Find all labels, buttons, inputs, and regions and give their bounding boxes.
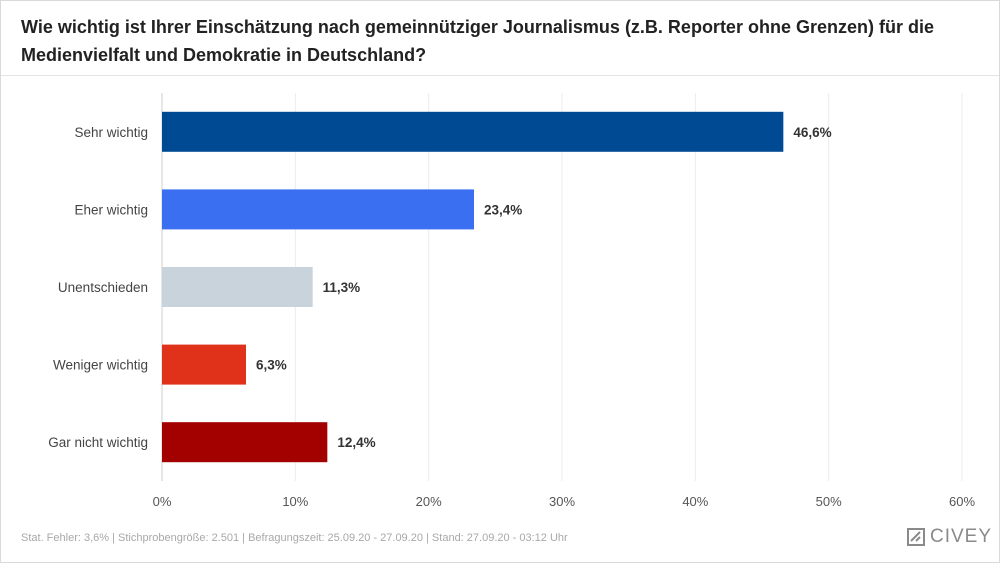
- bar: [162, 111, 784, 152]
- category-label: Gar nicht wichtig: [48, 435, 148, 450]
- bar: [162, 422, 328, 463]
- civey-logo-icon: [907, 528, 925, 546]
- chart-title: Wie wichtig ist Ihrer Einschätzung nach …: [21, 17, 934, 65]
- category-label: Sehr wichtig: [74, 125, 148, 140]
- data-label: 23,4%: [484, 202, 522, 217]
- category-label: Eher wichtig: [74, 202, 148, 217]
- data-label: 12,4%: [337, 435, 375, 450]
- bar: [162, 344, 246, 385]
- category-label: Weniger wichtig: [53, 358, 148, 373]
- data-label: 46,6%: [793, 125, 831, 140]
- category-label: Unentschieden: [58, 280, 148, 295]
- brand-name: CIVEY: [930, 526, 993, 547]
- data-label: 11,3%: [323, 280, 361, 295]
- x-tick-label: 20%: [416, 494, 442, 509]
- x-tick-label: 60%: [949, 494, 975, 509]
- x-tick-label: 30%: [549, 494, 575, 509]
- x-tick-label: 40%: [682, 494, 708, 509]
- brand[interactable]: CIVEY: [907, 525, 992, 549]
- data-label: 6,3%: [256, 358, 287, 373]
- x-tick-label: 10%: [282, 494, 308, 509]
- header-divider: [1, 75, 999, 76]
- bar: [162, 267, 313, 307]
- x-tick-label: 50%: [816, 494, 842, 509]
- survey-footer: Stat. Fehler: 3,6% | Stichprobengröße: 2…: [21, 532, 568, 544]
- bar: [162, 189, 474, 230]
- x-tick-label: 0%: [153, 494, 172, 509]
